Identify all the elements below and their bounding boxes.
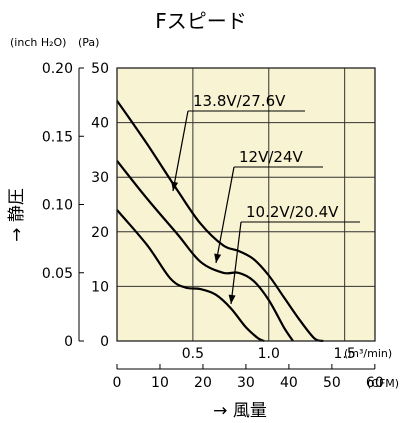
series-label-2: 10.2V/20.4V (246, 203, 339, 221)
y-unit-inch: (inch H₂O) (10, 36, 66, 49)
x-primary-unit: (m³/min) (344, 347, 392, 360)
pointer-line (230, 221, 242, 305)
chart-title: Fスピード (155, 9, 247, 33)
x-cfm-tick-label: 50 (323, 375, 341, 391)
x-primary-tick-label: 1.0 (258, 346, 280, 362)
series-label-0: 13.8V/27.6V (193, 92, 286, 110)
y-inch-tick-label: 0.10 (42, 198, 73, 214)
y-unit-pa: (Pa) (78, 36, 99, 49)
series-label-1: 12V/24V (239, 148, 303, 166)
arrowhead (214, 253, 222, 263)
series-group (116, 100, 324, 343)
x-primary-tick-label: 0.5 (182, 346, 204, 362)
x-secondary-unit: (CFM) (367, 377, 399, 390)
x-cfm-tick-label: 30 (237, 375, 255, 391)
x-cfm-tick-label: 40 (280, 375, 298, 391)
y-axis-label: → 静圧 (7, 188, 27, 242)
arrowhead (171, 181, 179, 191)
annotations: 13.8V/27.6V 12V/24V 10.2V/20.4V (171, 92, 360, 305)
y-inch-tick-label: 0 (64, 334, 73, 350)
series-line-1 (116, 160, 294, 342)
x-cfm-tick-label: 20 (194, 375, 212, 391)
plot-area (117, 68, 375, 341)
y-inch-tick-label: 0.15 (42, 129, 73, 145)
y-pa-tick-label: 30 (91, 170, 109, 186)
axes: 0 0.05 0.10 0.15 0.20 0 10 20 30 40 50 0.5 1.0 1.5 0 10… (42, 61, 384, 391)
y-pa-tick-label: 10 (91, 279, 109, 295)
y-pa-tick-label: 0 (100, 334, 109, 350)
plot-frame (116, 67, 376, 342)
y-inch-tick-label: 0.20 (42, 61, 73, 77)
y-pa-tick-label: 40 (91, 116, 109, 132)
y-pa-tick-label: 20 (91, 225, 109, 241)
series-line-0 (116, 100, 324, 343)
y-inch-tick-label: 0.05 (42, 266, 73, 282)
x-primary-tick-label: 1.5 (334, 346, 356, 362)
arrowhead (228, 294, 236, 304)
x-cfm-tick-label: 60 (366, 375, 384, 391)
pointer-line (172, 110, 189, 192)
series-line-2 (116, 209, 265, 343)
x-cfm-tick-label: 10 (151, 375, 169, 391)
x-axis-label: → 風量 (213, 401, 267, 421)
x-cfm-tick-label: 0 (113, 375, 122, 391)
grid (117, 67, 375, 341)
y-pa-tick-label: 50 (91, 61, 109, 77)
pointer-line (215, 166, 235, 264)
